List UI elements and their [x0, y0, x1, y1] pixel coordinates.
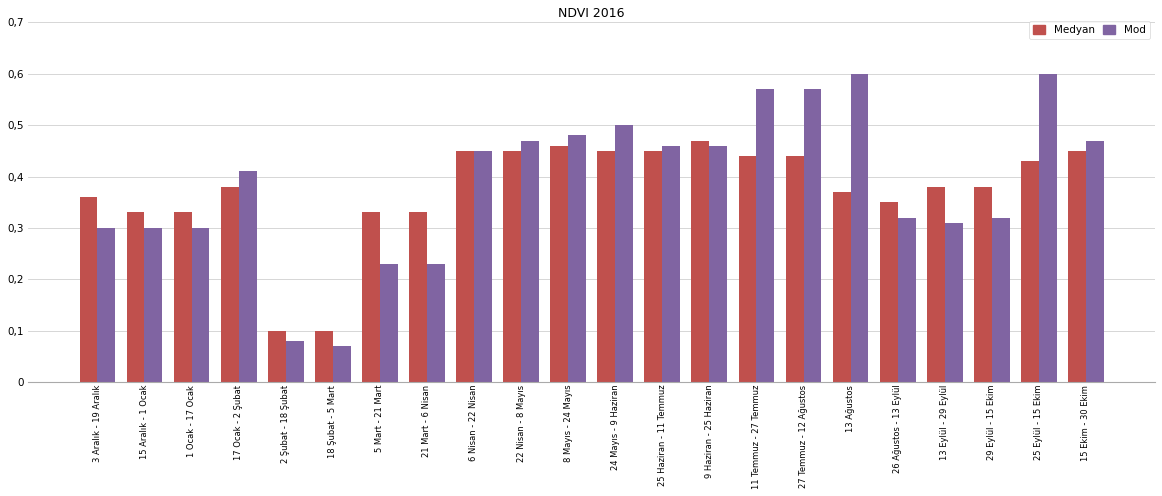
- Bar: [238, 172, 257, 382]
- Bar: [833, 192, 851, 382]
- Bar: [98, 228, 115, 382]
- Bar: [615, 125, 633, 382]
- Bar: [286, 341, 303, 382]
- Title: NDVI 2016: NDVI 2016: [559, 7, 625, 20]
- Bar: [1021, 161, 1039, 382]
- Bar: [1086, 140, 1104, 382]
- Bar: [1068, 151, 1086, 382]
- Bar: [127, 212, 144, 382]
- Bar: [332, 346, 351, 382]
- Bar: [945, 223, 962, 382]
- Bar: [645, 151, 662, 382]
- Bar: [173, 212, 192, 382]
- Bar: [974, 187, 992, 382]
- Bar: [851, 74, 868, 382]
- Bar: [457, 151, 474, 382]
- Bar: [691, 140, 709, 382]
- Bar: [756, 89, 774, 382]
- Bar: [786, 156, 803, 382]
- Bar: [927, 187, 945, 382]
- Bar: [880, 202, 898, 382]
- Bar: [315, 330, 332, 382]
- Bar: [380, 264, 397, 382]
- Bar: [267, 330, 286, 382]
- Bar: [1039, 74, 1056, 382]
- Bar: [474, 151, 492, 382]
- Bar: [992, 218, 1010, 382]
- Legend: Medyan, Mod: Medyan, Mod: [1028, 20, 1150, 39]
- Bar: [361, 212, 380, 382]
- Bar: [803, 89, 822, 382]
- Bar: [551, 146, 568, 382]
- Bar: [409, 212, 426, 382]
- Bar: [192, 228, 209, 382]
- Bar: [144, 228, 163, 382]
- Bar: [521, 140, 539, 382]
- Bar: [739, 156, 756, 382]
- Bar: [662, 146, 680, 382]
- Bar: [597, 151, 615, 382]
- Bar: [568, 135, 586, 382]
- Bar: [709, 146, 727, 382]
- Bar: [426, 264, 445, 382]
- Bar: [898, 218, 916, 382]
- Bar: [79, 197, 98, 382]
- Bar: [503, 151, 521, 382]
- Bar: [221, 187, 238, 382]
